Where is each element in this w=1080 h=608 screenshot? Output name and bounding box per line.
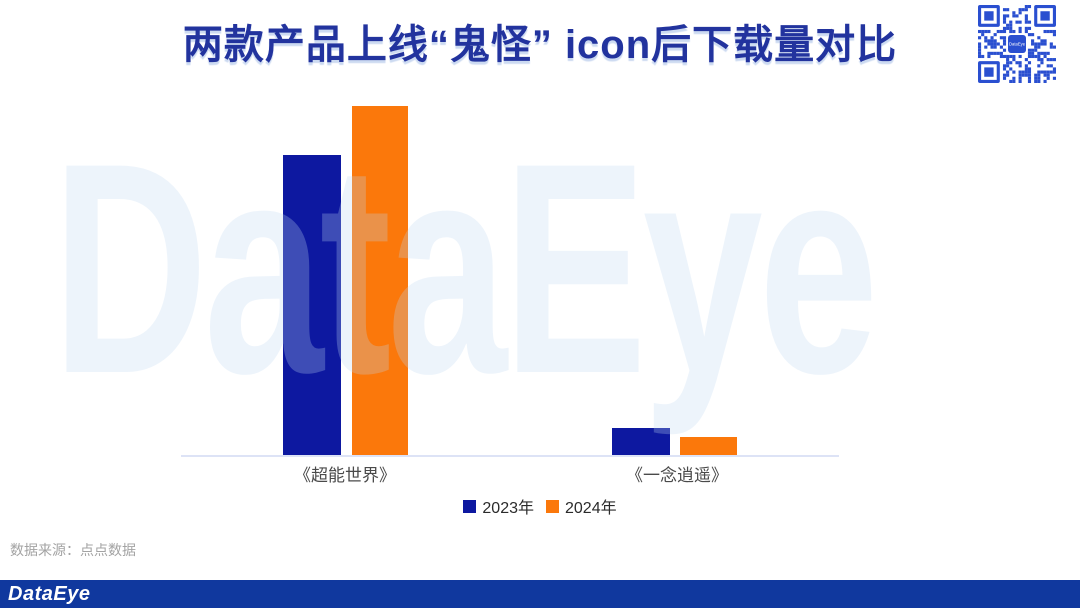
bar-2024-yinian <box>680 437 737 456</box>
qr-code: DataEye <box>976 3 1058 85</box>
chart-legend: 2023年 2024年 <box>0 494 1080 518</box>
svg-text:DataEye: DataEye <box>1009 42 1026 47</box>
data-source-note: 数据来源：点点数据 <box>10 542 136 558</box>
legend-item-2023: 2023年 <box>463 494 534 518</box>
x-axis-line <box>181 455 839 457</box>
category-label-yinian: 《一念逍遥》 <box>626 466 728 485</box>
legend-item-2024: 2024年 <box>546 494 617 518</box>
bar-2024-chaoneng <box>352 106 408 456</box>
dataeye-watermark: DataEye <box>52 100 879 436</box>
dataeye-logo: DataEye <box>8 582 91 605</box>
legend-swatch-2023 <box>463 499 477 513</box>
bar-2023-yinian <box>612 428 670 456</box>
legend-swatch-2024 <box>546 499 559 513</box>
footer-bar: DataEye <box>0 580 1080 608</box>
bar-2023-chaoneng <box>283 155 341 456</box>
page-title: 两款产品上线“鬼怪” icon后下载量对比 <box>182 23 898 67</box>
category-label-chaoneng: 《超能世界》 <box>294 466 396 485</box>
legend-label-2023: 2023年 <box>482 500 534 517</box>
legend-label-2024: 2024年 <box>565 500 617 517</box>
